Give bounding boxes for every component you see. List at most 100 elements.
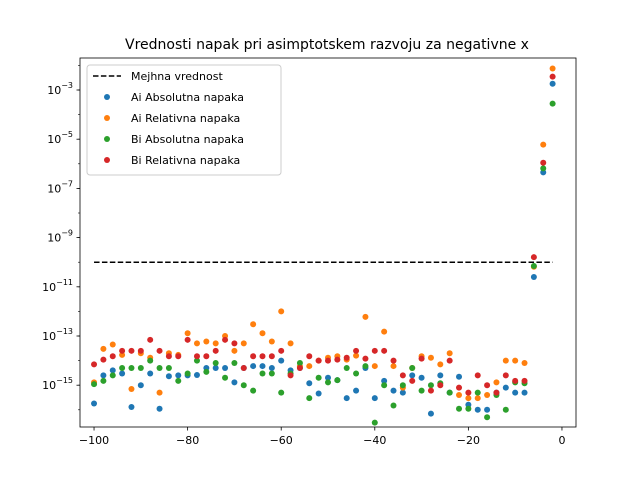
data-point: [474, 406, 481, 413]
data-point: [100, 356, 107, 363]
y-tick-label: 10−15: [42, 376, 73, 392]
data-point: [427, 354, 434, 361]
data-point: [128, 386, 135, 393]
data-point: [306, 395, 313, 402]
data-point: [493, 389, 500, 396]
data-point: [203, 368, 210, 375]
data-point: [240, 365, 247, 372]
data-point: [287, 340, 294, 347]
data-point: [306, 353, 313, 360]
y-tick-label: 10−5: [47, 130, 73, 146]
legend-label: Mejhna vrednost: [131, 70, 223, 83]
legend-label: Ai Relativna napaka: [131, 112, 240, 125]
data-point: [465, 389, 472, 396]
data-point: [147, 336, 154, 343]
data-point: [193, 340, 200, 347]
data-point: [109, 372, 116, 379]
data-point: [343, 354, 350, 361]
data-point: [540, 141, 547, 148]
legend-marker: [104, 157, 110, 163]
data-point: [371, 395, 378, 402]
data-point: [212, 359, 219, 366]
data-point: [184, 370, 191, 377]
legend-box: [86, 64, 282, 176]
data-point: [390, 387, 397, 394]
x-tick-label: −20: [457, 434, 480, 447]
series-2: [91, 65, 556, 402]
chart-title: Vrednosti napak pri asimptotskem razvoju…: [125, 37, 529, 53]
data-point: [381, 382, 388, 389]
data-point: [334, 356, 341, 363]
data-point: [371, 419, 378, 426]
data-point: [512, 357, 519, 364]
data-point: [325, 357, 331, 364]
data-point: [109, 367, 116, 374]
data-point: [296, 359, 303, 366]
data-point: [91, 400, 98, 407]
y-tick-label: 10−9: [47, 229, 73, 245]
data-point: [128, 404, 135, 411]
data-point: [109, 341, 116, 348]
data-point: [212, 347, 219, 354]
data-point: [222, 336, 229, 343]
data-point: [474, 372, 481, 379]
data-point: [231, 347, 238, 354]
data-point: [306, 363, 313, 370]
data-point: [137, 347, 144, 354]
data-point: [147, 357, 154, 364]
x-tick-label: −80: [176, 434, 199, 447]
data-point: [315, 390, 322, 397]
data-point: [521, 359, 528, 366]
data-point: [530, 254, 537, 261]
x-tick-label: −100: [79, 434, 109, 447]
data-point: [259, 370, 266, 377]
data-point: [156, 347, 163, 354]
data-point: [203, 338, 210, 345]
data-point: [268, 338, 275, 345]
data-point: [549, 73, 556, 80]
data-point: [315, 374, 322, 381]
data-point: [540, 165, 547, 172]
data-point: [362, 363, 369, 370]
legend-marker: [104, 94, 110, 100]
data-point: [268, 353, 275, 360]
data-point: [474, 395, 481, 402]
data-point: [456, 391, 463, 398]
data-point: [100, 377, 107, 384]
data-point: [259, 353, 266, 360]
data-point: [446, 357, 453, 364]
x-tick-label: 0: [558, 434, 565, 447]
legend-label: Bi Absolutna napaka: [131, 133, 244, 146]
data-point: [502, 384, 509, 391]
data-point: [231, 340, 238, 347]
data-point: [390, 357, 397, 364]
legend-marker: [104, 115, 110, 121]
data-point: [91, 361, 98, 368]
data-point: [427, 382, 434, 389]
data-point: [399, 382, 406, 389]
data-point: [250, 387, 257, 394]
data-point: [540, 159, 547, 166]
data-point: [456, 405, 463, 412]
data-point: [278, 308, 285, 315]
data-point: [409, 365, 416, 372]
legend: Mejhna vrednost Ai Absolutna napaka Ai Rel…: [86, 64, 282, 176]
data-point: [549, 100, 556, 107]
data-point: [315, 357, 322, 364]
data-point: [493, 379, 500, 386]
data-point: [381, 377, 388, 384]
data-point: [390, 402, 397, 409]
data-point: [184, 336, 191, 343]
data-point: [446, 350, 453, 357]
data-point: [212, 340, 219, 347]
data-point: [165, 373, 172, 380]
data-point: [465, 405, 472, 412]
data-point: [278, 389, 285, 396]
data-point: [512, 377, 519, 384]
data-point: [484, 391, 491, 398]
data-point: [353, 347, 360, 354]
data-point: [512, 389, 519, 396]
data-point: [100, 345, 107, 352]
data-point: [193, 357, 200, 364]
